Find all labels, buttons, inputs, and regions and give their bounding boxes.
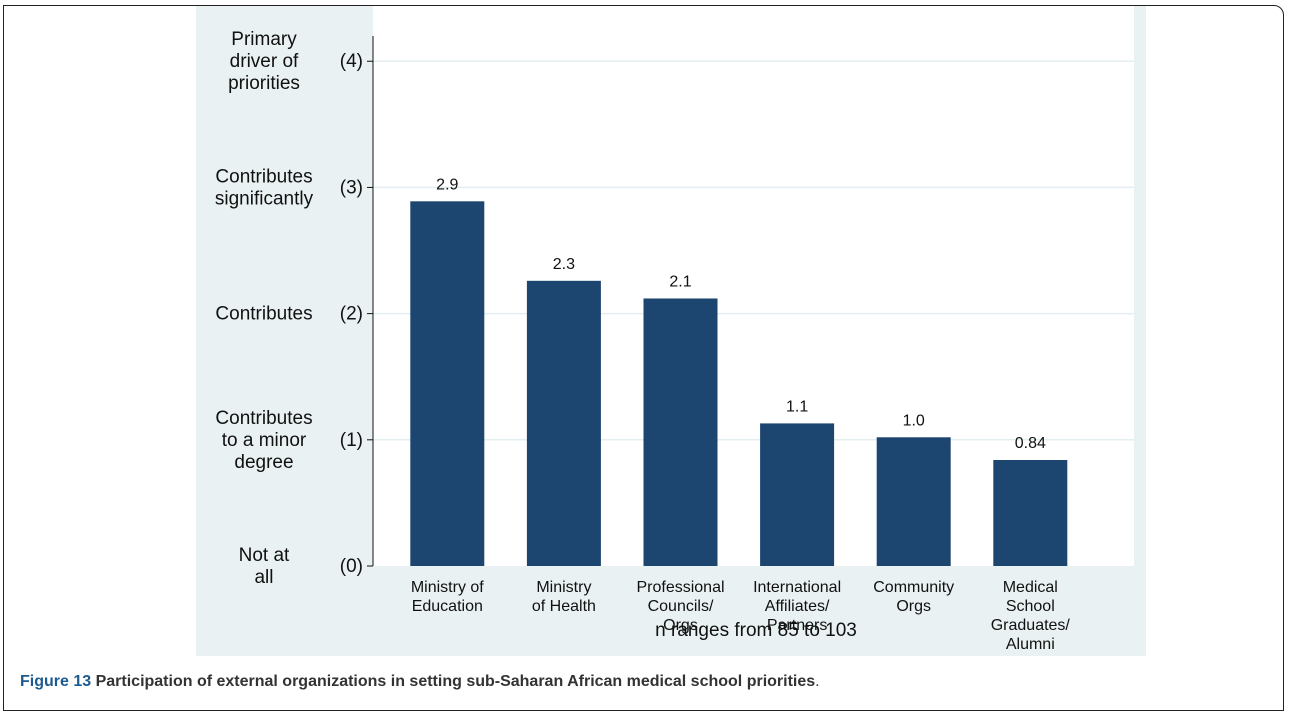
y-tick-label: (0): [340, 556, 363, 577]
bar: [643, 298, 718, 566]
caption-text: Participation of external organizations …: [95, 673, 816, 690]
y-tick-description: Primary: [231, 29, 297, 50]
x-tick-label: Graduates/: [991, 617, 1071, 634]
y-tick-label: (2): [340, 304, 363, 325]
value-label: 2.3: [553, 256, 575, 273]
x-tick-label: Affiliates/: [765, 598, 830, 615]
figure-frame: n ranges from 85 to 103 (0) Not at all (1) C…: [3, 5, 1284, 711]
x-tick-label: Partners: [767, 617, 827, 634]
y-tick-description: driver of: [230, 51, 299, 72]
x-tick-label: Alumni: [1006, 636, 1055, 653]
x-tick-label: International: [753, 579, 841, 596]
x-tick-label: School: [1006, 598, 1055, 615]
bar: [876, 437, 951, 566]
caption: Figure 13 Participation of external orga…: [20, 673, 820, 691]
x-tick-label: Ministry: [536, 579, 591, 596]
value-label: 1.0: [903, 412, 925, 429]
x-axis-title: n ranges from 85 to 103: [655, 620, 857, 641]
y-tick-description: Contributes: [215, 166, 312, 187]
x-tick-label: Community: [873, 579, 954, 596]
y-tick-description: priorities: [228, 73, 300, 94]
bar: [410, 201, 485, 567]
x-tick-label: Orgs: [896, 598, 931, 615]
y-tick-description: significantly: [215, 188, 314, 209]
value-label: 2.1: [669, 273, 691, 290]
y-tick-label: (1): [340, 430, 363, 451]
y-tick-description: Contributes: [215, 408, 312, 429]
y-tick-label: (4): [340, 51, 363, 72]
y-tick-description: to a minor: [222, 430, 307, 451]
x-tick-label: Ministry of: [411, 579, 484, 596]
bar: [526, 280, 601, 566]
x-tick-label: Professional: [636, 579, 724, 596]
y-tick-description: degree: [234, 452, 293, 473]
y-tick-description: Contributes: [215, 304, 312, 325]
x-tick-label: Medical: [1003, 579, 1058, 596]
y-tick-description: all: [254, 567, 273, 588]
caption-end: .: [815, 673, 820, 690]
value-label: 1.1: [786, 398, 808, 415]
y-tick-label: (3): [340, 177, 363, 198]
bar: [993, 460, 1068, 566]
x-tick-label: Education: [412, 598, 483, 615]
x-tick-label: of Health: [532, 598, 596, 615]
x-tick-label: Councils/: [648, 598, 714, 615]
caption-label: Figure 13: [20, 673, 92, 690]
x-tick-label: Orgs: [663, 617, 698, 634]
y-tick-description: Not at: [239, 545, 290, 566]
value-label: 0.84: [1015, 435, 1046, 452]
bar: [760, 423, 835, 566]
value-label: 2.9: [436, 176, 458, 193]
